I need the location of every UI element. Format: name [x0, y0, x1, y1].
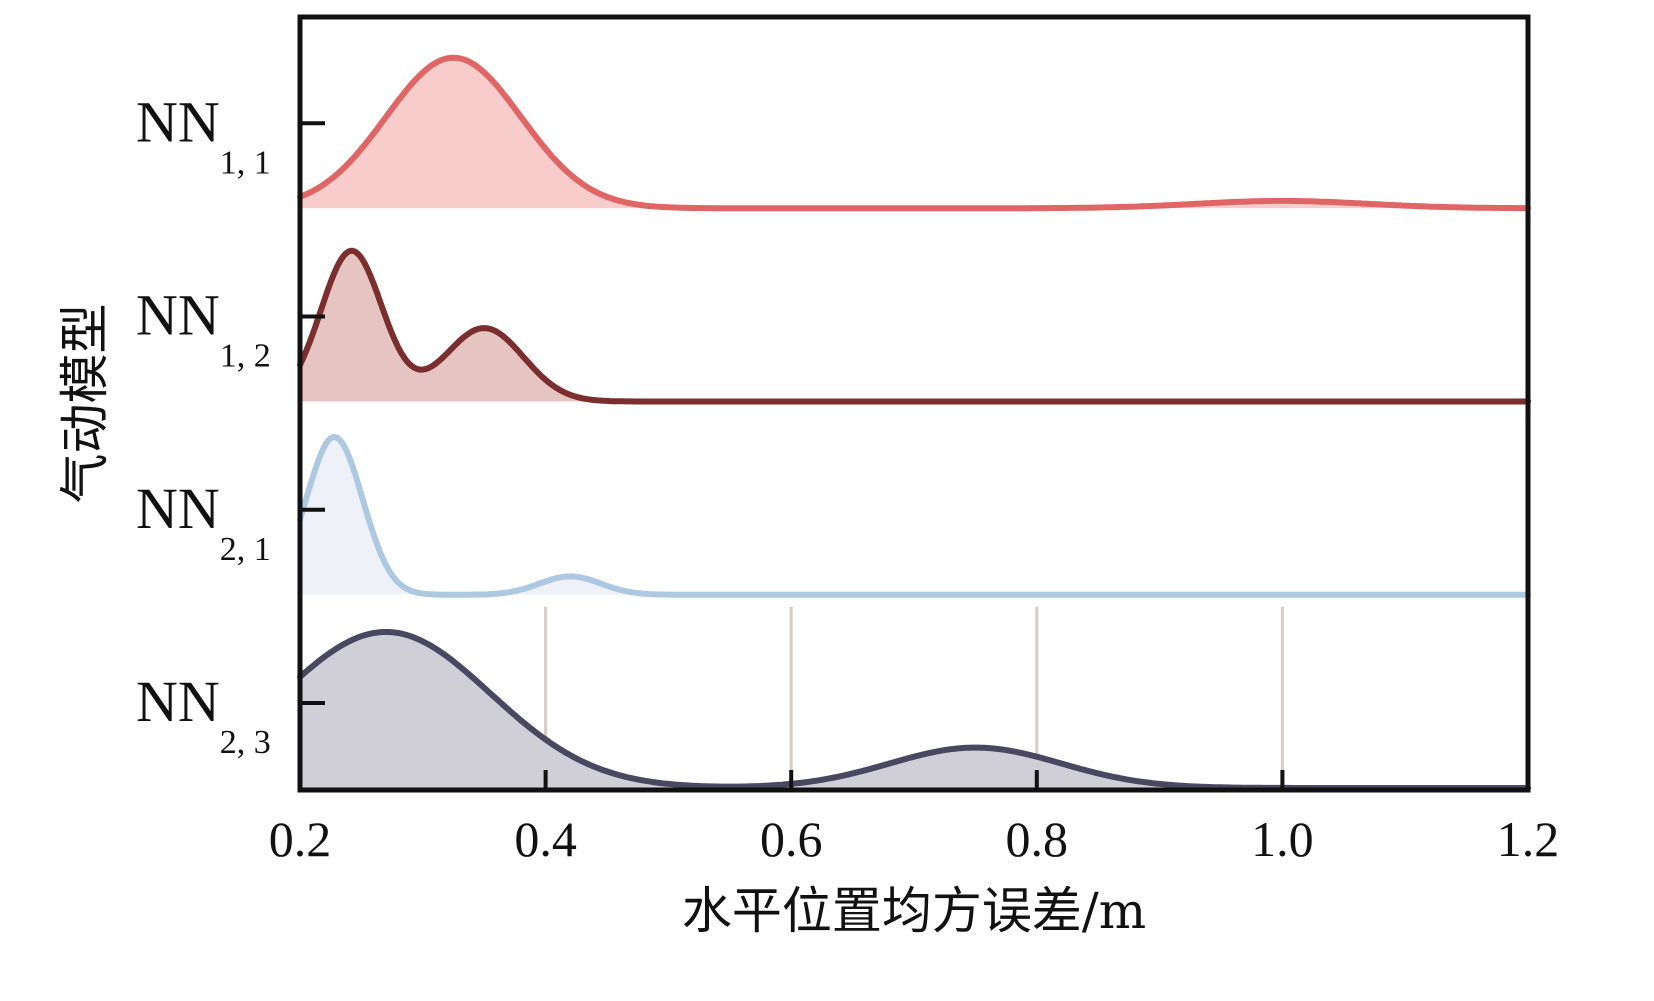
ridge-line-2: [297, 433, 1531, 598]
ridges: [297, 54, 1531, 791]
x-tick-label-0: 0.2: [269, 811, 332, 867]
x-tick-label-3: 0.8: [1006, 811, 1069, 867]
ridge-line-0: [297, 54, 1531, 212]
ridge-fill-0: [300, 57, 1528, 209]
category-label-main-2: NN: [136, 476, 220, 541]
category-label-main-1: NN: [136, 283, 220, 348]
ridge-line-1: [297, 247, 1531, 405]
x-tick-label-4: 1.0: [1251, 811, 1314, 867]
category-label-0: NN1, 1: [136, 89, 271, 181]
ticks: [298, 121, 1530, 790]
x-tick-label-5: 1.2: [1497, 811, 1560, 867]
x-tick-labels: 0.2 0.4 0.6 0.8 1.0 1.2: [269, 811, 1560, 867]
category-label-subscript-2: 2, 1: [220, 531, 271, 568]
category-label-main-0: NN: [136, 89, 220, 154]
category-label-2: NN2, 1: [136, 476, 271, 568]
category-label-main-3: NN: [136, 669, 220, 734]
category-label-1: NN1, 2: [136, 283, 271, 375]
x-axis-title: 水平位置均方误差/m: [682, 882, 1146, 940]
category-label-subscript-3: 2, 3: [220, 724, 271, 761]
ridge-fill-2: [300, 436, 1528, 595]
category-label-subscript-1: 1, 2: [220, 338, 271, 375]
x-tick-label-2: 0.6: [760, 811, 823, 867]
ridge-fill-1: [300, 250, 1528, 402]
category-label-subscript-0: 1, 1: [220, 144, 271, 181]
plot-frame: [297, 14, 1531, 793]
category-label-3: NN2, 3: [136, 669, 271, 761]
y-axis-title: 气动模型: [56, 304, 114, 504]
x-tick-label-1: 0.4: [514, 811, 577, 867]
ridge-fill-3: [300, 632, 1528, 788]
